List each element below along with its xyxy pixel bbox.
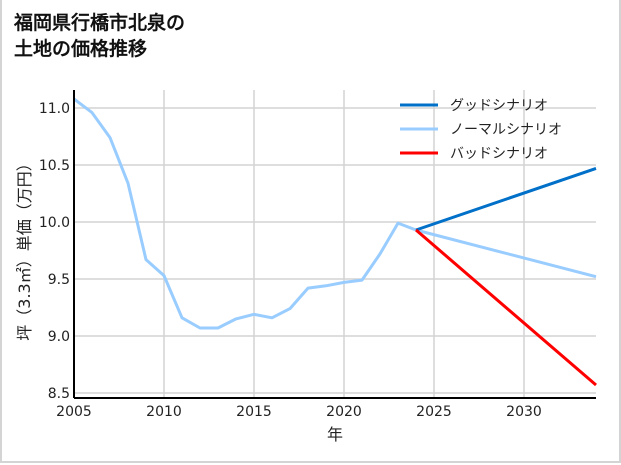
legend-label: グッドシナリオ — [450, 98, 548, 114]
y-tick-label: 11.0 — [39, 101, 70, 117]
y-tick-label: 9.0 — [48, 329, 70, 345]
grid-lines — [73, 90, 596, 398]
y-tick-label: 10.5 — [39, 158, 70, 174]
series-line — [415, 228, 597, 387]
x-tick-label: 2015 — [236, 404, 272, 420]
y-tick-label: 10.0 — [39, 215, 70, 231]
legend-label: ノーマルシナリオ — [450, 122, 562, 138]
chart-title-line-2: 土地の価格推移 — [14, 38, 148, 60]
series-line — [73, 97, 597, 330]
x-tick-label: 2025 — [416, 404, 452, 420]
x-axis-label: 年 — [327, 425, 343, 444]
axes — [73, 90, 596, 399]
chart-title-line-1: 福岡県行橋市北泉の — [14, 12, 186, 34]
legend-label: バッドシナリオ — [450, 146, 548, 162]
x-tick-label: 2020 — [326, 404, 362, 420]
series-lines — [73, 97, 597, 387]
series-line — [415, 166, 597, 232]
tick-labels: 2005 2010 2015 2020 2025 2030 8.5 9.0 9.5 10.0 10.… — [39, 101, 542, 420]
x-tick-label: 2005 — [56, 404, 92, 420]
y-axis-label: 坪（3.3㎡）単価（万円） — [15, 155, 34, 340]
y-tick-label: 8.5 — [48, 386, 70, 402]
y-tick-label: 9.5 — [48, 272, 70, 288]
x-tick-label: 2010 — [146, 404, 182, 420]
chart-title: 福岡県行橋市北泉の 土地の価格推移 — [14, 10, 185, 62]
x-tick-label: 2030 — [506, 404, 542, 420]
